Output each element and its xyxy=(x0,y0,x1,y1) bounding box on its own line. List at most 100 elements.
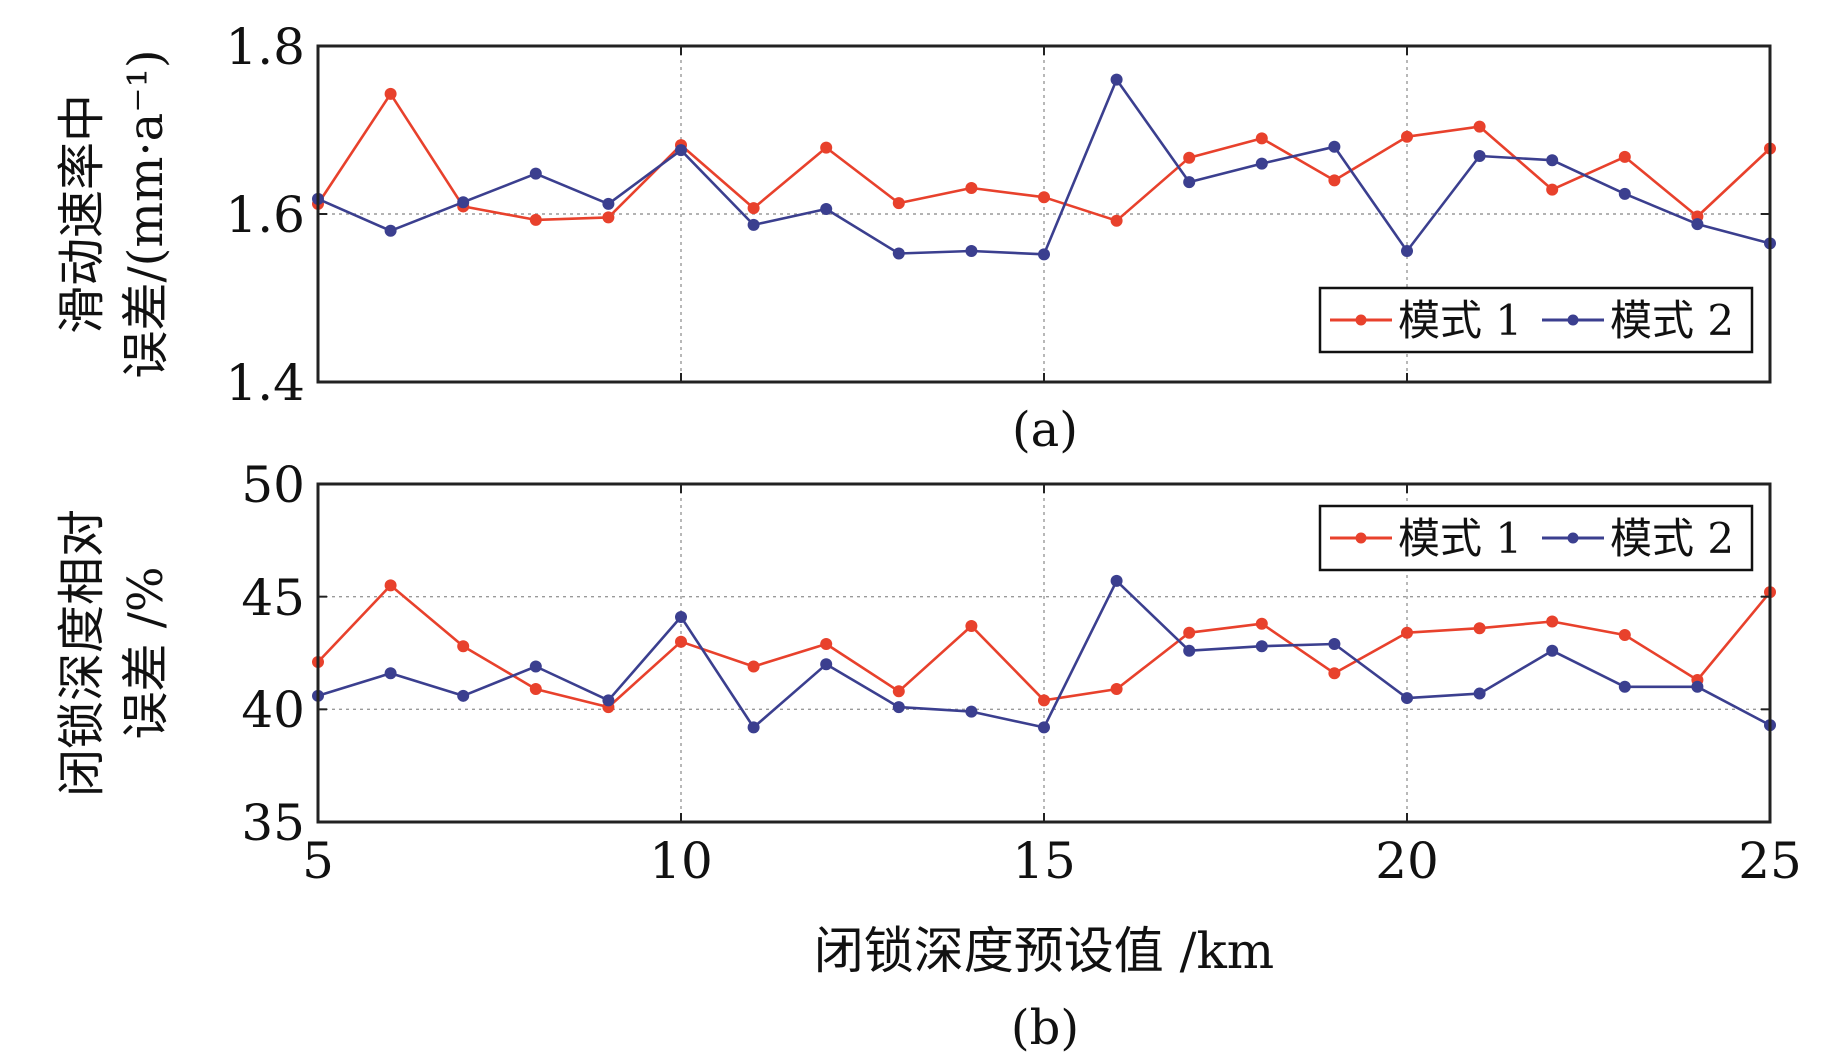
data-point-series-2 xyxy=(965,244,978,257)
data-point-series-1 xyxy=(1038,694,1050,707)
legend-b: 模式 1 模式 2 xyxy=(1318,504,1754,572)
series-layer-b xyxy=(312,574,1776,734)
chart-panel-b: 35 40 45 50 5 10 15 20 25 闭锁深度相对 误差 /% 闭… xyxy=(54,456,1802,1056)
data-point-series-2 xyxy=(892,701,905,714)
legend-label: 模式 2 xyxy=(1610,296,1734,345)
data-point-series-2 xyxy=(1546,154,1559,167)
x-tick-label: 20 xyxy=(1375,832,1439,890)
data-point-series-1 xyxy=(747,202,760,215)
data-point-series-2 xyxy=(820,202,833,215)
data-point-series-1 xyxy=(384,87,397,100)
data-point-series-1 xyxy=(1255,132,1268,145)
data-point-series-1 xyxy=(892,197,905,210)
ticks-layer-a xyxy=(317,45,1771,383)
data-point-series-1 xyxy=(602,211,615,224)
data-point-series-1 xyxy=(1401,626,1413,639)
data-point-series-2 xyxy=(965,705,978,718)
legend-swatch-marker xyxy=(1567,314,1579,326)
data-point-series-1 xyxy=(529,213,542,226)
data-point-series-2 xyxy=(675,144,687,157)
y-axis-label-line-2: 误差 /% xyxy=(118,566,174,739)
data-point-series-2 xyxy=(529,167,542,180)
y-tick-label: 50 xyxy=(241,456,305,514)
data-point-series-2 xyxy=(1691,680,1704,693)
data-point-series-2 xyxy=(1183,644,1196,657)
data-point-series-1 xyxy=(1618,150,1631,163)
y-axis-label-line-1: 滑动速率中 xyxy=(54,94,110,334)
data-point-series-2 xyxy=(1546,644,1559,657)
data-point-series-1 xyxy=(1183,626,1196,639)
data-point-series-2 xyxy=(1110,574,1123,587)
data-point-series-2 xyxy=(1691,218,1704,231)
data-point-series-1 xyxy=(820,141,833,154)
y-tick-label: 45 xyxy=(241,569,305,627)
panel-label-b: (b) xyxy=(1011,1000,1079,1056)
data-point-series-2 xyxy=(1110,73,1123,86)
y-axis-label-b: 闭锁深度相对 误差 /% xyxy=(54,509,174,797)
data-point-series-2 xyxy=(1328,637,1341,650)
data-point-series-1 xyxy=(1328,667,1341,680)
panel-label-a: (a) xyxy=(1012,402,1078,458)
x-tick-labels-b: 5 10 15 20 25 xyxy=(302,832,1802,890)
y-tick-label: 35 xyxy=(241,794,305,852)
data-point-series-1 xyxy=(1328,174,1341,187)
legend-label: 模式 1 xyxy=(1398,514,1522,563)
data-point-series-1 xyxy=(1546,615,1559,628)
data-point-series-2 xyxy=(892,247,905,260)
y-tick-labels-b: 35 40 45 50 xyxy=(241,456,305,852)
data-point-series-2 xyxy=(529,660,542,673)
data-point-series-1 xyxy=(1401,130,1413,143)
y-tick-label: 1.4 xyxy=(225,354,305,412)
data-point-series-1 xyxy=(747,660,760,673)
data-point-series-2 xyxy=(384,667,397,680)
data-point-series-2 xyxy=(747,721,760,734)
legend-a: 模式 1 模式 2 xyxy=(1318,286,1754,354)
data-point-series-1 xyxy=(965,619,978,632)
data-point-series-1 xyxy=(1038,191,1050,204)
y-tick-label: 1.8 xyxy=(225,18,305,76)
data-point-series-2 xyxy=(1255,640,1268,653)
legend-label: 模式 2 xyxy=(1610,514,1734,563)
data-point-series-2 xyxy=(1038,721,1050,734)
data-point-series-1 xyxy=(820,637,833,650)
y-axis-label-line-1: 闭锁深度相对 xyxy=(54,509,110,797)
legend-label: 模式 1 xyxy=(1398,296,1522,345)
data-point-series-1 xyxy=(1473,120,1486,133)
y-axis-label-line-2: 误差/(mm·a⁻¹) xyxy=(118,49,174,378)
data-point-series-2 xyxy=(457,196,470,209)
data-point-series-1 xyxy=(1546,183,1559,196)
data-point-series-1 xyxy=(892,685,905,698)
data-point-series-2 xyxy=(1618,680,1631,693)
legend-swatch-marker xyxy=(1355,314,1367,326)
y-tick-labels-a: 1.4 1.6 1.8 xyxy=(225,18,305,412)
x-axis-label: 闭锁深度预设值 /km xyxy=(814,922,1274,980)
data-point-series-2 xyxy=(1038,248,1050,261)
data-point-series-1 xyxy=(529,683,542,696)
data-point-series-1 xyxy=(1255,617,1268,630)
data-point-series-2 xyxy=(1183,176,1196,189)
data-point-series-2 xyxy=(1401,692,1413,705)
data-point-series-1 xyxy=(675,635,687,648)
y-tick-label: 1.6 xyxy=(225,186,305,244)
series-layer-a xyxy=(312,73,1776,261)
data-point-series-2 xyxy=(675,610,687,623)
data-point-series-1 xyxy=(1110,683,1123,696)
x-tick-label: 5 xyxy=(302,832,334,890)
data-point-series-2 xyxy=(602,197,615,210)
data-point-series-2 xyxy=(820,658,833,671)
data-point-series-2 xyxy=(602,694,615,707)
data-point-series-2 xyxy=(384,224,397,237)
data-point-series-2 xyxy=(747,218,760,231)
legend-swatch-marker xyxy=(1355,532,1367,544)
data-point-series-1 xyxy=(1618,628,1631,641)
data-point-series-2 xyxy=(1328,140,1341,153)
data-point-series-1 xyxy=(457,640,470,653)
data-point-series-1 xyxy=(1110,214,1123,227)
data-point-series-1 xyxy=(965,181,978,194)
x-tick-label: 15 xyxy=(1012,832,1076,890)
chart-panel-a: 1.4 1.6 1.8 滑动速率中 误差/(mm·a⁻¹) (a) 模式 1 模… xyxy=(54,18,1776,458)
x-tick-label: 25 xyxy=(1738,832,1802,890)
data-point-series-1 xyxy=(384,579,397,592)
y-tick-label: 40 xyxy=(241,681,305,739)
